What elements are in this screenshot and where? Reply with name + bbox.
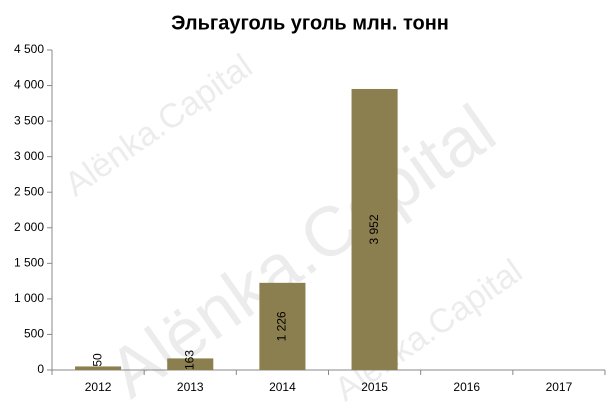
bar [351,88,398,371]
bar [259,282,306,370]
x-tick-label: 2016 [453,380,480,394]
y-tick-label: 3 500 [14,113,44,127]
data-label: 50 [90,353,104,367]
y-tick-label: 2 500 [14,184,44,198]
chart-title: Эльгауголь уголь млн. тонн [171,12,449,34]
bar [75,366,122,370]
y-tick-label: 2 000 [14,220,44,234]
y-tick-label: 4 000 [14,78,44,92]
data-label: 3 952 [367,214,381,244]
y-tick-label: 500 [24,327,44,341]
y-tick-label: 1 500 [14,256,44,270]
y-tick-label: 4 500 [14,42,44,56]
x-tick-label: 2017 [546,380,573,394]
x-tick-label: 2014 [269,380,296,394]
x-tick-label: 2013 [177,380,204,394]
y-tick-label: 0 [37,362,44,376]
data-label: 1 226 [275,311,289,341]
y-tick-label: 3 000 [14,149,44,163]
data-label: 163 [182,350,196,370]
watermark: Alënka.Capital [58,47,259,204]
bar [167,358,214,370]
y-tick-label: 1 000 [14,291,44,305]
x-tick-label: 2015 [361,380,388,394]
x-tick-label: 2012 [85,380,112,394]
